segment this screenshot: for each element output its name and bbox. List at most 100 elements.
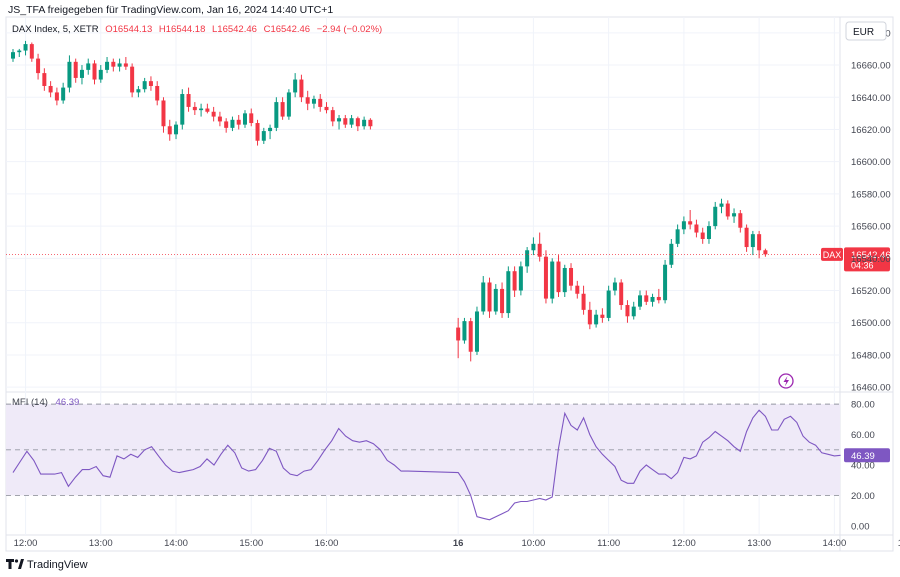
candle-body — [675, 229, 680, 244]
candle-body — [343, 118, 348, 125]
mfi-axis: 80.00 60.00 40.00 20.00 0.00 — [851, 400, 875, 533]
lightning-icon[interactable] — [778, 373, 794, 389]
tradingview-logo: TradingView — [6, 559, 88, 571]
candle-body — [619, 282, 624, 306]
low-value: L16542.46 — [212, 24, 257, 35]
candle-body — [362, 119, 367, 127]
candle-body — [562, 267, 567, 293]
candle-body — [732, 213, 737, 217]
candle-body — [274, 102, 279, 128]
mfi-line-layer: 46.39 — [12, 409, 890, 521]
candle-body — [111, 61, 116, 67]
candle-body — [255, 123, 260, 141]
candle-body — [638, 295, 642, 307]
candle-body — [54, 92, 59, 101]
candle-body — [61, 87, 66, 101]
candle-body — [581, 293, 586, 310]
price-tick-label: 16660.00 — [851, 61, 891, 72]
close-value: C16542.46 — [264, 24, 310, 35]
candle-body — [506, 271, 511, 314]
candle-body — [750, 234, 755, 248]
candle-body — [543, 256, 548, 299]
last-price-badge-bg — [844, 247, 890, 272]
mfi-value: 46.39 — [56, 397, 80, 408]
mfi-tick-label: 80.00 — [851, 400, 875, 411]
candle-body — [349, 118, 354, 125]
candle-body — [512, 271, 517, 291]
mfi-title: MFI (14) — [12, 397, 48, 408]
currency-button[interactable]: EUR — [845, 21, 887, 41]
candle-body — [242, 113, 247, 125]
price-tick-label: 16640.00 — [851, 93, 891, 104]
time-tick-label: 15:00 — [239, 538, 263, 549]
candle-body — [462, 321, 467, 341]
candle-body — [468, 321, 473, 352]
candle-body — [180, 94, 185, 125]
time-tick-label: 16 — [453, 538, 464, 549]
mfi-tick-label: 40.00 — [851, 461, 875, 472]
candle-body — [92, 63, 97, 80]
candle-body — [286, 92, 291, 117]
candle-body — [123, 63, 128, 67]
candle-body — [249, 113, 254, 124]
candle-body — [663, 264, 668, 301]
currency-label[interactable]: EUR — [853, 27, 874, 38]
mfi-tick-label: 20.00 — [851, 491, 875, 502]
candle-body — [569, 267, 574, 286]
candle-body — [167, 126, 172, 135]
candle-body — [474, 311, 479, 352]
open-value: O16544.13 — [105, 24, 152, 35]
time-tick-label: 12:00 — [14, 538, 38, 549]
candle-body — [694, 224, 699, 233]
candle-body — [299, 79, 304, 98]
candle-body — [500, 288, 505, 314]
candle-body — [148, 81, 153, 86]
candle-body — [17, 50, 22, 53]
candle-body — [42, 73, 47, 86]
candle-body — [594, 314, 599, 325]
price-tick-label: 16460.00 — [851, 383, 891, 394]
candle-body — [487, 282, 492, 312]
candle-body — [199, 108, 204, 111]
candle-body — [324, 106, 329, 111]
candle-body — [230, 119, 235, 128]
candle-body — [719, 203, 724, 207]
price-tick-label: 16600.00 — [851, 157, 891, 168]
candle-body — [236, 119, 241, 125]
candle-body — [186, 94, 191, 107]
candle-body — [587, 309, 592, 325]
candle-body — [669, 243, 674, 265]
symbol-badge-bg — [821, 247, 843, 261]
candle-body — [575, 285, 580, 294]
candle-body — [48, 85, 53, 93]
time-axis: 12:00 13:00 14:00 15:00 16:00 16 10:00 11:00 12:… — [14, 538, 900, 549]
candle-body — [192, 106, 197, 111]
candle-body — [713, 206, 718, 227]
time-tick-label: 13:00 — [747, 538, 771, 549]
candle-body — [537, 243, 542, 257]
candle-body — [644, 295, 649, 302]
mfi-tick-label: 60.00 — [851, 430, 875, 441]
candle-body — [29, 44, 34, 59]
candle-body — [86, 63, 91, 70]
candle-body — [650, 296, 655, 302]
candle-body — [293, 79, 298, 93]
mfi-band-layer — [6, 403, 840, 496]
price-tick-label: 16480.00 — [851, 350, 891, 361]
candle-body — [725, 203, 730, 217]
mfi-line — [12, 409, 841, 521]
candle-body — [688, 221, 693, 225]
candle-body — [757, 234, 762, 251]
candle-body — [174, 124, 179, 135]
time-tick-label: 15:00 — [898, 538, 900, 549]
candle-body — [268, 127, 273, 132]
candle-body — [224, 121, 229, 128]
candle-body — [105, 61, 110, 70]
candle-body — [763, 250, 768, 255]
time-tick-label: 14:00 — [164, 538, 188, 549]
candlestick-series — [11, 40, 768, 362]
candle-body — [631, 306, 636, 317]
candle-body — [73, 61, 78, 78]
candle-body — [330, 110, 335, 122]
